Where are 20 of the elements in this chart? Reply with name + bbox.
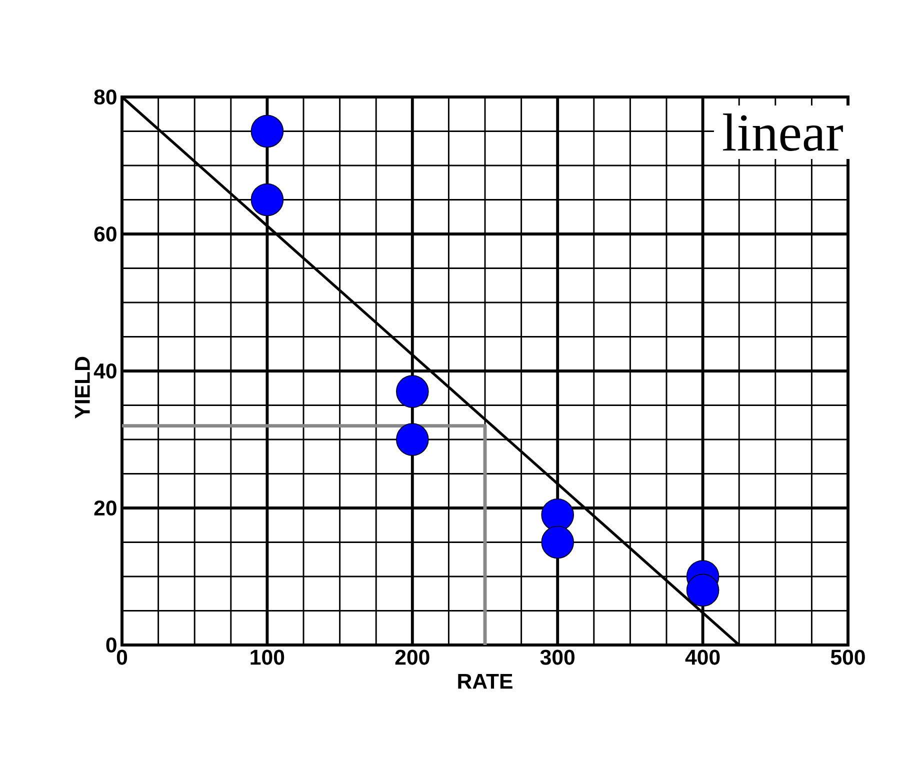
- y-tick-label: 40: [94, 363, 116, 379]
- y-tick-label: 60: [94, 226, 116, 242]
- point: [541, 526, 574, 559]
- point: [686, 574, 720, 607]
- x-tick-label: 200: [395, 650, 430, 665]
- x-tick-label: 300: [540, 650, 575, 665]
- y-tick-label: 20: [94, 500, 116, 516]
- y-tick-label: 80: [94, 89, 116, 105]
- y-tick-label: 0: [106, 637, 116, 653]
- point: [250, 114, 284, 148]
- point: [396, 375, 429, 408]
- x-tick-label: 400: [685, 650, 720, 665]
- point: [396, 423, 429, 456]
- x-tick-label: 500: [830, 650, 865, 665]
- x-axis-title: RATE: [458, 674, 512, 689]
- annotation: linear: [723, 114, 843, 152]
- x-tick-label: 0: [116, 650, 128, 665]
- point: [250, 183, 284, 216]
- y-axis-title: YIELD: [75, 356, 90, 418]
- x-tick-label: 100: [250, 650, 284, 665]
